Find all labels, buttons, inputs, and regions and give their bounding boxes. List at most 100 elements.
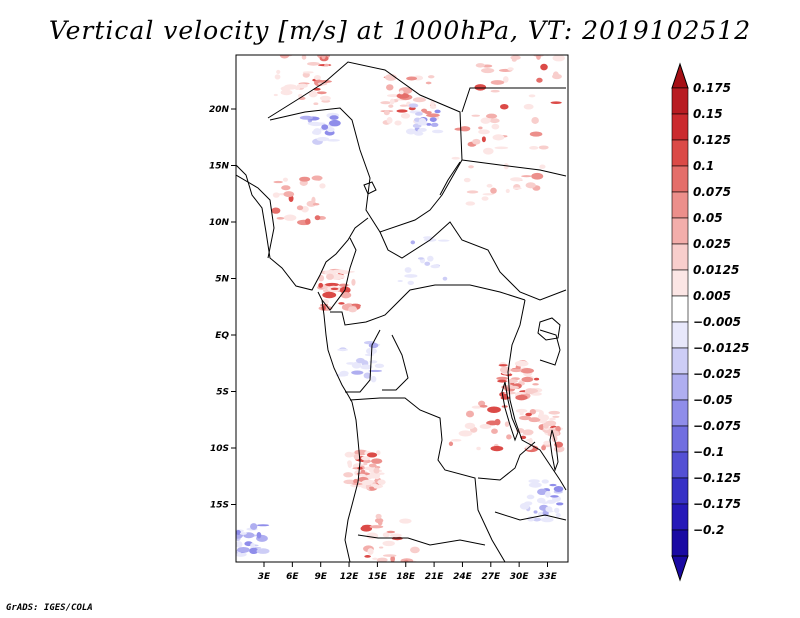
colorbar-segment: [671, 529, 689, 557]
shading-patch: [520, 368, 534, 374]
shading-patch: [472, 138, 481, 145]
shading-patch: [519, 412, 524, 416]
shading-patch: [394, 120, 402, 126]
colorbar-label: 0.1: [693, 159, 714, 173]
shading-patch: [538, 145, 549, 150]
shading-patch: [429, 105, 437, 109]
shading-patch: [528, 479, 540, 484]
shading-patch: [415, 112, 423, 116]
shading-patch: [326, 273, 334, 280]
lon-tick-label: 18E: [396, 572, 416, 582]
lake-chad: [363, 181, 377, 195]
shading-patch: [434, 109, 441, 114]
shading-patch: [489, 118, 500, 124]
shading-patch: [249, 547, 259, 555]
shading-patch: [546, 499, 556, 504]
shading-patch: [389, 98, 395, 105]
lon-tick-label: 21E: [425, 572, 445, 582]
shading-patch: [474, 84, 487, 91]
shading-patch: [525, 412, 532, 417]
shading-patch: [348, 306, 358, 313]
shading-patch: [520, 175, 533, 178]
shading-patch: [519, 36, 524, 43]
shading-patch: [378, 546, 384, 549]
shading-patch: [315, 122, 326, 125]
shading-patch: [280, 89, 293, 96]
shading-patch: [426, 113, 440, 118]
shading-patch: [273, 93, 278, 97]
shading-patch: [302, 72, 310, 78]
lat-tick-label: 5S: [216, 388, 229, 398]
shading-patch: [522, 429, 534, 436]
shading-patch: [451, 438, 462, 442]
longitude-axis: 3E 6E 9E 12E 15E 18E 21E 24E 27E 30E 33E: [258, 562, 558, 582]
shading-patch: [343, 479, 356, 485]
shading-patch: [466, 190, 479, 194]
shading-patch: [514, 360, 529, 367]
shading-patch: [367, 548, 374, 555]
shading-patch: [330, 287, 339, 291]
shading-patch: [399, 104, 408, 107]
shading-patch: [504, 421, 510, 427]
shading-patch: [476, 446, 481, 451]
shading-patch: [529, 131, 543, 137]
shading-patch: [536, 497, 546, 504]
shading-patch: [250, 523, 258, 530]
shading-patch: [465, 410, 475, 418]
border-sudan: [439, 87, 567, 196]
shading-patch: [475, 63, 485, 68]
shading-patch: [543, 422, 549, 429]
shading-patch: [300, 49, 306, 52]
shading-patch: [274, 74, 281, 80]
lon-tick-label: 12E: [340, 572, 360, 582]
shading-patch: [516, 391, 527, 395]
shading-patch: [521, 376, 534, 383]
shading-patch: [389, 533, 402, 538]
shading-patch: [375, 450, 381, 456]
colorbar-label: 0.005: [693, 289, 731, 303]
colorbar-label: 0.05: [693, 211, 723, 225]
lat-tick-label: EQ: [215, 331, 229, 341]
shading-patch: [522, 41, 535, 46]
shading-patch: [500, 103, 509, 110]
shading-patch: [494, 418, 501, 426]
shading-patch: [280, 86, 291, 92]
shading-patch: [463, 177, 471, 183]
colorbar-label: −0.1: [693, 445, 724, 459]
shading-patch: [548, 410, 561, 415]
colorbar-segment: [671, 295, 689, 323]
lon-tick-label: 30E: [510, 572, 530, 582]
shading-patch: [276, 69, 281, 75]
shading-patch: [236, 529, 241, 535]
lake-malawi: [549, 429, 559, 472]
shading-patch: [531, 116, 539, 124]
border-central: [379, 221, 567, 301]
shading-patch: [369, 486, 375, 490]
shading-patch: [403, 559, 409, 562]
shading-patch: [283, 191, 295, 198]
grads-credit: GrADS: IGES/COLA: [6, 603, 93, 613]
shading-patch: [482, 193, 494, 196]
shading-patch: [360, 525, 373, 532]
shading-patch: [376, 557, 388, 562]
country-borders: [236, 61, 567, 562]
shading-patch: [285, 49, 289, 55]
shading-patch: [479, 424, 492, 429]
border-angola: [349, 397, 506, 562]
shading-patch: [404, 267, 412, 273]
colorbar-label: −0.125: [693, 471, 741, 485]
shading-patch: [549, 417, 556, 421]
shading-patch: [405, 128, 417, 135]
map-title: Vertical velocity [m/s] at 1000hPa, VT: …: [48, 16, 752, 45]
lat-tick-label: 15N: [209, 162, 230, 172]
shading-patch: [539, 164, 546, 169]
shading-patch: [552, 415, 560, 418]
shading-patch: [471, 405, 482, 409]
shading-patch: [276, 216, 285, 220]
colorbar-segment: [671, 217, 689, 245]
shading-patch: [347, 461, 353, 468]
shading-patch: [556, 502, 564, 506]
lon-tick-label: 9E: [314, 572, 327, 582]
lat-tick-label: 15S: [210, 501, 229, 511]
shading-patch: [386, 75, 391, 80]
